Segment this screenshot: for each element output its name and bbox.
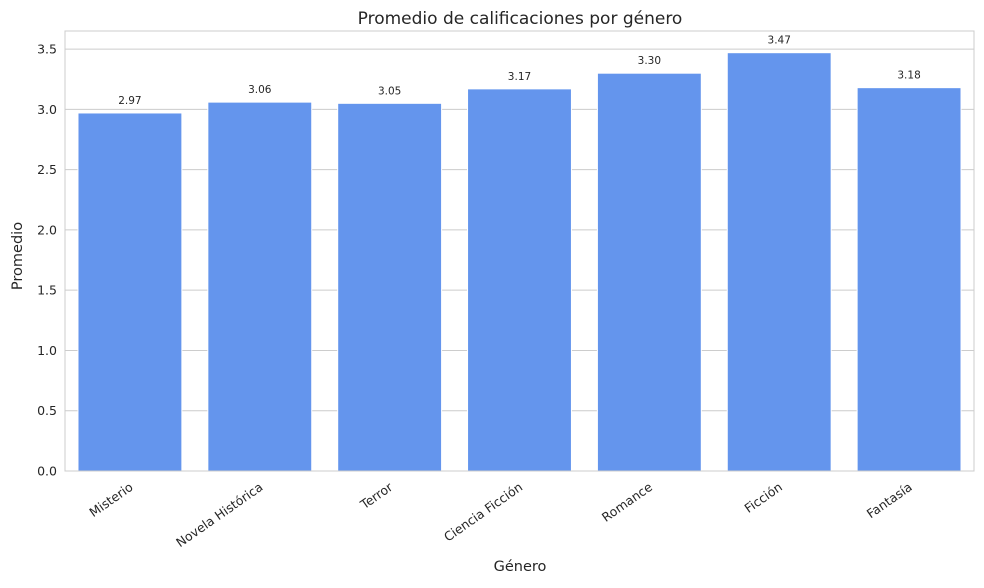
bar-romance [596,72,702,472]
x-axis-label: Género [494,559,547,575]
bar-fantasía [856,87,962,472]
x-tick-label: Fantasía [864,479,915,521]
x-tick-label: Ficción [741,479,784,516]
y-tick-label: 1.5 [37,283,57,298]
x-tick-label: Ciencia Ficción [441,479,525,544]
bar-value-label: 2.97 [118,95,141,107]
y-tick-label: 0.0 [37,464,57,479]
bar-ficción [726,52,832,472]
bars [77,52,962,472]
x-tick-label: Romance [599,479,655,525]
bar-terror [337,102,443,472]
bar-value-label: 3.47 [768,35,791,47]
bar-value-label: 3.06 [248,84,272,96]
y-tick-label: 3.0 [37,102,57,117]
x-tick-label: Terror [357,479,396,513]
y-tick-label: 2.0 [37,222,57,237]
y-tick-label: 3.5 [37,42,57,57]
bar-value-label: 3.30 [638,55,661,67]
bar-novela-histórica [207,101,313,472]
y-tick-label: 0.5 [37,403,57,418]
x-axis-ticks: Misterio Novela Histórica Terror Ciencia Fi… [86,479,914,550]
x-tick-label: Novela Histórica [173,479,265,550]
y-tick-label: 2.5 [37,162,57,177]
bar-ciencia-ficción [467,88,572,472]
chart-title: Promedio de calificaciones por género [358,9,683,29]
y-axis-label: Promedio [10,222,26,290]
bar-value-label: 3.18 [897,70,920,82]
bar-misterio [77,112,183,472]
x-tick-label: Misterio [86,479,135,520]
bar-value-label: 3.05 [378,85,401,97]
bar-value-label: 3.17 [508,71,531,83]
plot-frame [64,30,975,472]
y-axis-ticks: 0.0 0.5 1.0 1.5 2.0 2.5 3.0 3.5 [37,42,57,479]
y-tick-label: 1.0 [37,343,57,358]
data-labels: 2.97 3.06 3.05 3.17 3.30 3.47 3.18 [118,35,921,107]
